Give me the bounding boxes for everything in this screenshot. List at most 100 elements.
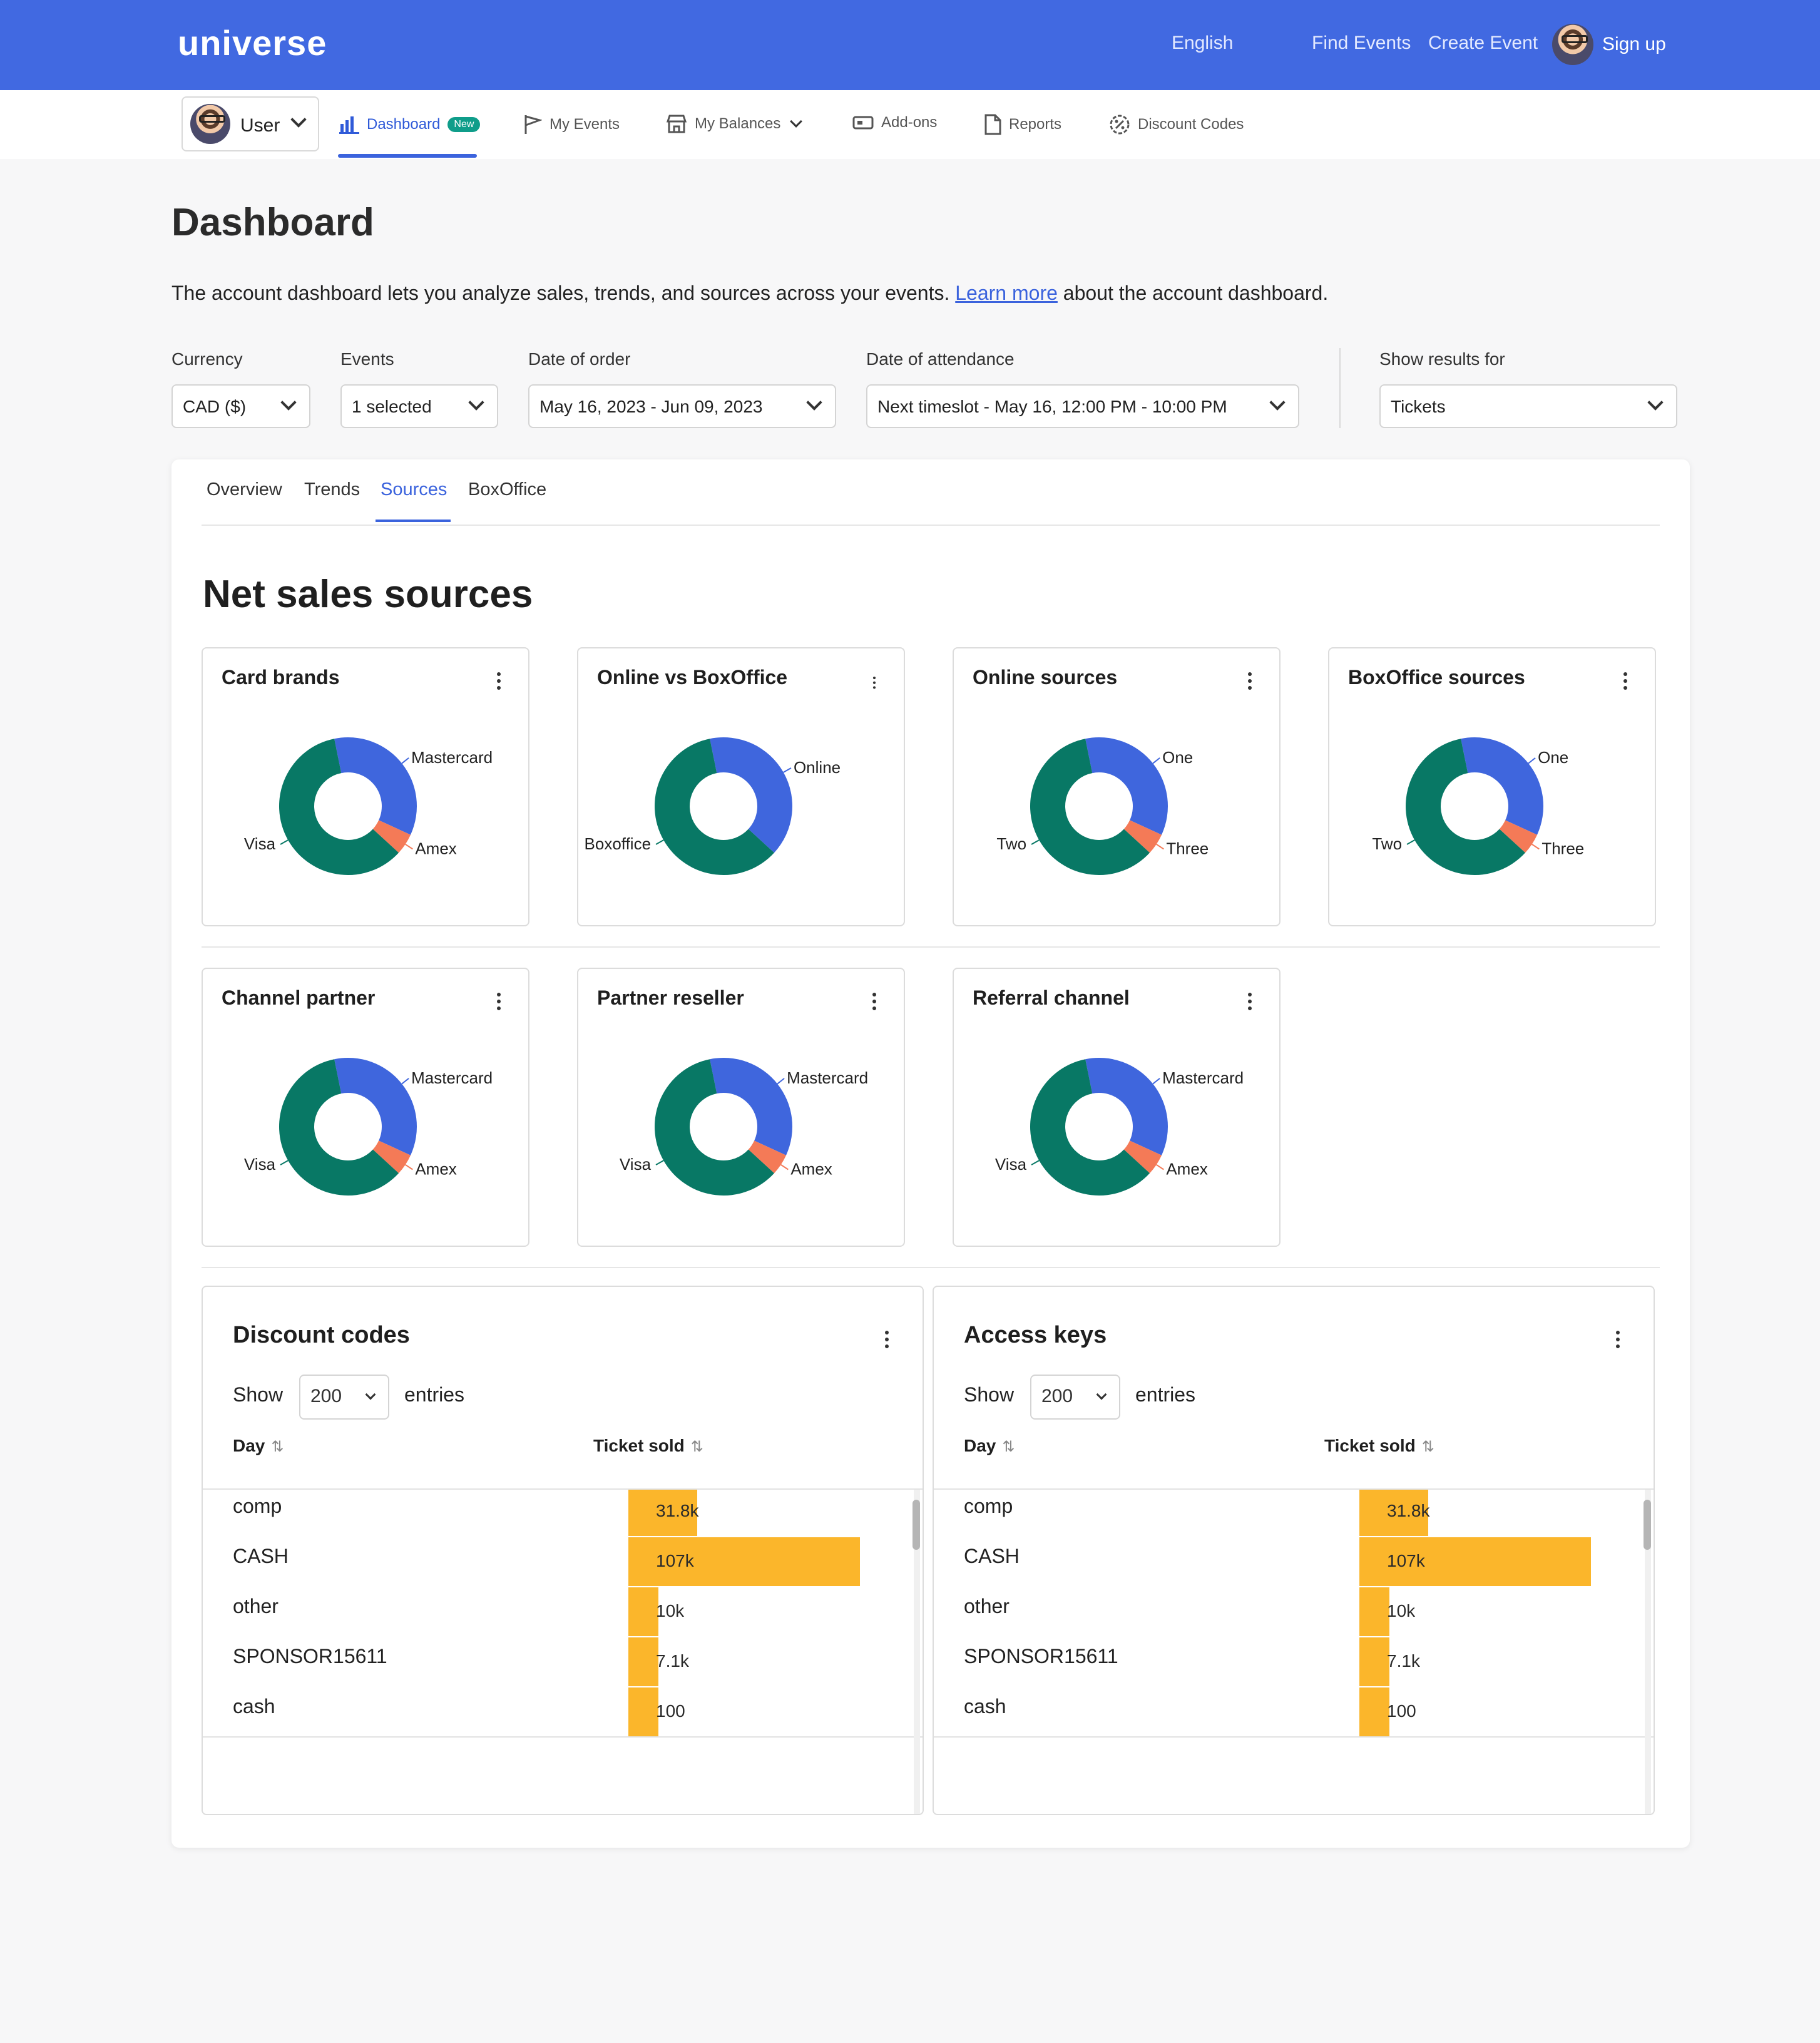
slice-label-mastercard: Mastercard bbox=[787, 1068, 868, 1087]
slice-visa[interactable] bbox=[655, 1059, 775, 1196]
table-bar[interactable] bbox=[628, 1687, 658, 1736]
slice-three[interactable] bbox=[1123, 820, 1162, 853]
sort-icon[interactable]: ⇅ bbox=[690, 1438, 703, 1455]
scrollbar-thumb[interactable] bbox=[913, 1500, 920, 1550]
chart-card-online-vs-boxoffice: Online vs BoxOffice Online Boxoffice bbox=[577, 647, 905, 926]
column-header-day[interactable]: Day ⇅ bbox=[964, 1436, 1015, 1456]
donut-chart-online-sources: One Three Two bbox=[996, 737, 1209, 875]
slice-label-boxoffice: Boxoffice bbox=[585, 834, 651, 853]
slice-label-amex: Amex bbox=[415, 839, 456, 858]
language-link[interactable]: English bbox=[1172, 33, 1234, 53]
slice-one[interactable] bbox=[1085, 737, 1168, 835]
table-title: Discount codes bbox=[233, 1322, 410, 1348]
sign-up-link[interactable]: Sign up bbox=[1602, 34, 1666, 54]
slice-label-visa: Visa bbox=[995, 1155, 1027, 1174]
more-options-icon[interactable] bbox=[885, 1331, 889, 1351]
slice-mastercard[interactable] bbox=[334, 1058, 417, 1155]
slice-label-visa: Visa bbox=[244, 1155, 276, 1174]
column-header-day[interactable]: Day ⇅ bbox=[233, 1436, 284, 1456]
donut-chart-partner-reseller: Mastercard Amex Visa bbox=[620, 1058, 868, 1196]
more-options-icon[interactable] bbox=[497, 993, 501, 1013]
slice-visa[interactable] bbox=[279, 739, 399, 875]
show-results-for-select[interactable]: Tickets bbox=[1379, 384, 1677, 428]
slice-amex[interactable] bbox=[748, 1140, 787, 1174]
scrollbar-thumb[interactable] bbox=[1644, 1500, 1651, 1550]
table-bar[interactable] bbox=[1359, 1537, 1591, 1586]
label-leader-visa bbox=[1031, 1160, 1040, 1165]
table-bar[interactable] bbox=[628, 1587, 658, 1636]
tab-boxoffice[interactable]: BoxOffice bbox=[468, 479, 547, 499]
slice-mastercard[interactable] bbox=[334, 737, 417, 835]
nav-add-ons[interactable]: Add-ons bbox=[852, 114, 937, 131]
column-header-ticket-sold[interactable]: Ticket sold ⇅ bbox=[1324, 1436, 1434, 1456]
learn-more-link[interactable]: Learn more bbox=[955, 282, 1058, 304]
slice-visa[interactable] bbox=[279, 1059, 399, 1196]
nav-dashboard[interactable]: Dashboard New bbox=[339, 115, 481, 134]
slice-mastercard[interactable] bbox=[1085, 1058, 1168, 1155]
nav-my-events[interactable]: My Events bbox=[523, 114, 620, 135]
table-bar[interactable] bbox=[628, 1490, 697, 1536]
chart-card-referral-channel: Referral channel Mastercard Amex Visa bbox=[953, 968, 1281, 1247]
nav-reports[interactable]: Reports bbox=[984, 114, 1061, 135]
label-leader-mastercard bbox=[1152, 1078, 1160, 1085]
scrollbar-track[interactable] bbox=[914, 1490, 920, 1814]
slice-label-amex: Amex bbox=[415, 1160, 456, 1179]
page-size-select[interactable]: 200 bbox=[299, 1375, 389, 1420]
table-bar[interactable] bbox=[1359, 1687, 1389, 1736]
tab-overview[interactable]: Overview bbox=[207, 479, 282, 499]
more-options-icon[interactable] bbox=[1248, 993, 1252, 1013]
sort-icon[interactable]: ⇅ bbox=[1421, 1438, 1434, 1455]
slice-two[interactable] bbox=[1030, 739, 1150, 875]
more-options-icon[interactable] bbox=[497, 672, 501, 693]
events-select[interactable]: 1 selected bbox=[340, 384, 498, 428]
user-avatar[interactable] bbox=[1552, 24, 1593, 65]
slice-amex[interactable] bbox=[372, 820, 411, 853]
nav-my-balances[interactable]: My Balances bbox=[666, 114, 803, 134]
more-options-icon[interactable] bbox=[1248, 672, 1252, 693]
bar-value-label: 10k bbox=[1387, 1601, 1416, 1621]
slice-boxoffice[interactable] bbox=[655, 739, 775, 875]
scrollbar-track[interactable] bbox=[1645, 1490, 1651, 1814]
slice-one[interactable] bbox=[1461, 737, 1543, 835]
more-options-icon[interactable] bbox=[872, 676, 876, 691]
more-options-icon[interactable] bbox=[1623, 672, 1627, 693]
sort-icon[interactable]: ⇅ bbox=[1002, 1438, 1015, 1455]
table-bar[interactable] bbox=[628, 1537, 860, 1586]
column-header-ticket-sold[interactable]: Ticket sold ⇅ bbox=[593, 1436, 703, 1456]
sort-icon[interactable]: ⇅ bbox=[271, 1438, 284, 1455]
find-events-link[interactable]: Find Events bbox=[1312, 33, 1411, 53]
user-selector[interactable]: User bbox=[181, 96, 319, 151]
label-leader-mastercard bbox=[401, 1078, 409, 1085]
table-bar[interactable] bbox=[1359, 1490, 1428, 1536]
create-event-link[interactable]: Create Event bbox=[1428, 33, 1538, 53]
nav-discount-codes[interactable]: Discount Codes bbox=[1109, 114, 1244, 135]
column-header-day-label: Day bbox=[233, 1436, 265, 1455]
slice-online[interactable] bbox=[710, 737, 792, 853]
column-header-ticket-sold-label: Ticket sold bbox=[1324, 1436, 1416, 1455]
slice-mastercard[interactable] bbox=[710, 1058, 792, 1155]
slice-two[interactable] bbox=[1406, 739, 1526, 875]
label-leader-amex bbox=[780, 1164, 789, 1170]
chart-card-card-brands: Card brands Mastercard Amex Visa bbox=[202, 647, 529, 926]
table-bar[interactable] bbox=[628, 1637, 658, 1686]
date-of-attendance-select[interactable]: Next timeslot - May 16, 12:00 PM - 10:00… bbox=[866, 384, 1299, 428]
table-bar[interactable] bbox=[1359, 1587, 1389, 1636]
slice-label-mastercard: Mastercard bbox=[411, 1068, 493, 1087]
slice-amex[interactable] bbox=[372, 1140, 411, 1174]
page-size-select[interactable]: 200 bbox=[1030, 1375, 1120, 1420]
slice-amex[interactable] bbox=[1123, 1140, 1162, 1174]
tab-trends[interactable]: Trends bbox=[304, 479, 360, 499]
currency-select[interactable]: CAD ($) bbox=[171, 384, 310, 428]
slice-label-one: One bbox=[1162, 748, 1193, 767]
slice-three[interactable] bbox=[1499, 820, 1538, 853]
table-bar[interactable] bbox=[1359, 1637, 1389, 1686]
chevron-down-icon bbox=[468, 394, 484, 411]
more-options-icon[interactable] bbox=[1616, 1331, 1620, 1351]
tab-sources[interactable]: Sources bbox=[381, 479, 447, 499]
row-label: other bbox=[233, 1595, 279, 1617]
slice-visa[interactable] bbox=[1030, 1059, 1150, 1196]
date-of-order-select[interactable]: May 16, 2023 - Jun 09, 2023 bbox=[528, 384, 836, 428]
more-options-icon[interactable] bbox=[872, 993, 876, 1013]
donut-chart-card-brands: Mastercard Amex Visa bbox=[244, 737, 493, 875]
universe-logo[interactable]: universe bbox=[178, 23, 327, 63]
